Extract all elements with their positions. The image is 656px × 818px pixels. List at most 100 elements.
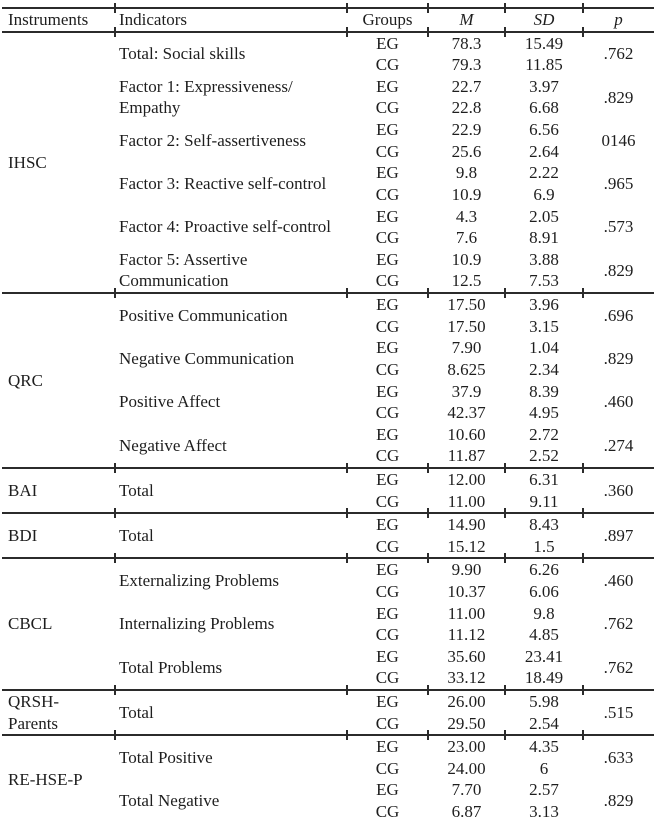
sd-cell: 2.34 — [529, 359, 559, 379]
table-row: IHSC Total: Social skills EG 78.3 15.49.762 — [2, 27, 654, 294]
instrument-cell: RE-HSE-P — [2, 734, 115, 818]
sd-cell: 15.49 — [504, 27, 583, 55]
group-cell: CG — [375, 55, 400, 75]
table-row: CBCL Externalizing Problems EG 9.90 6.26.460 — [2, 554, 654, 691]
mean-cell: 10.9 — [451, 184, 482, 204]
group-cell: EG — [376, 249, 399, 269]
group-cell: CG — [375, 446, 400, 466]
col-header-p: p — [582, 4, 654, 33]
indicator-cell: Externalizing Problems — [114, 554, 347, 603]
sd-cell: 2.64 — [529, 141, 559, 161]
p-value-cell: .762 — [603, 614, 634, 634]
p-value-cell: .460 — [603, 392, 634, 412]
mean-cell: 26.00 — [427, 686, 505, 713]
group-cell: CG — [375, 98, 400, 118]
table-row: CG 17.50 3.15 — [2, 316, 654, 338]
sd-cell: 7.53 — [529, 271, 559, 291]
table-row: CG 7.6 8.91 — [2, 227, 654, 249]
table-body: IHSC Total: Social skills EG 78.3 15.49.762 C… — [2, 27, 654, 818]
instrument-cell: CBCL — [2, 557, 115, 691]
col-header-instruments: Instruments — [2, 7, 115, 33]
sd-cell: 6.56 — [529, 120, 559, 140]
sd-cell: 6.06 — [529, 581, 559, 601]
mean-cell: 24.00 — [447, 758, 486, 778]
group-cell: CG — [375, 625, 400, 645]
mean-cell: 11.12 — [447, 625, 486, 645]
sd-cell: 4.85 — [529, 625, 559, 645]
sd-cell: 8.91 — [529, 228, 559, 248]
mean-cell: 4.3 — [455, 206, 478, 226]
mean-cell: 17.50 — [427, 289, 505, 316]
results-table: Instruments Indicators Groups M SD p IHS… — [2, 4, 654, 818]
mean-cell: 10.9 — [451, 249, 482, 269]
group-cell: CG — [375, 403, 400, 423]
indicator-cell: Total Positive — [114, 731, 347, 780]
table-row: Total Problems EG 35.60 23.41 .762 — [2, 646, 654, 677]
group-cell: CG — [375, 184, 400, 204]
instrument-cell: QRC — [2, 292, 115, 468]
sd-cell: 1.5 — [533, 536, 555, 556]
instrument-cell: BAI — [2, 466, 115, 514]
sd-cell: 2.22 — [529, 163, 559, 183]
mean-cell: 22.7 — [451, 76, 482, 96]
group-cell: EG — [376, 381, 399, 401]
table-row: Negative Affect EG 10.60 2.72 .274 — [2, 424, 654, 455]
table-row: CG 22.8 6.68 — [2, 97, 654, 119]
mean-cell: 37.9 — [451, 381, 482, 401]
group-cell: EG — [346, 464, 428, 491]
instrument-cell: BDI — [2, 512, 115, 559]
p-value-cell: .965 — [603, 174, 634, 194]
group-cell: EG — [376, 424, 399, 444]
table-row: QRC Positive Communication EG 17.50 3.96.696 — [2, 289, 654, 468]
mean-cell: 10.37 — [447, 581, 486, 601]
group-cell: CG — [375, 316, 400, 336]
indicator-cell: Negative Communication — [119, 349, 295, 369]
group-cell: EG — [346, 509, 428, 536]
sd-cell: 2.72 — [529, 424, 559, 444]
table-row: CG 15.12 1.5 — [2, 536, 654, 559]
sd-cell: 23.41 — [524, 646, 564, 666]
sd-cell: 6.26 — [504, 554, 583, 581]
mean-cell: 17.50 — [447, 316, 486, 336]
indicator-cell: Total — [114, 686, 347, 736]
col-header-indicators: Indicators — [114, 4, 347, 33]
p-value-cell: .829 — [603, 349, 634, 369]
table-row: Internalizing Problems EG 11.00 9.8 .762 — [2, 603, 654, 634]
group-cell: CG — [375, 141, 400, 161]
group-cell: EG — [376, 603, 399, 623]
indicator-cell: Total: Social skills — [114, 27, 347, 76]
mean-cell: 22.8 — [451, 98, 482, 118]
mean-cell: 7.70 — [451, 780, 482, 800]
group-cell: EG — [346, 686, 428, 713]
table-header-row: Instruments Indicators Groups M SD p — [2, 4, 654, 33]
table-row: CG 10.9 6.9 — [2, 184, 654, 206]
group-cell: EG — [346, 27, 428, 55]
group-cell: EG — [376, 163, 399, 183]
indicator-cell: Negative Affect — [119, 435, 227, 455]
group-cell: CG — [375, 228, 400, 248]
sd-cell: 8.43 — [504, 509, 583, 536]
mean-cell: 35.60 — [447, 646, 486, 666]
indicator-cell: Positive Communication — [114, 289, 347, 338]
group-cell: CG — [375, 359, 400, 379]
group-cell: CG — [375, 271, 400, 291]
sd-cell: 8.39 — [529, 381, 559, 401]
col-header-mean: M — [427, 4, 505, 33]
sd-cell: 3.15 — [529, 316, 559, 336]
table-row: CG 24.00 6 — [2, 758, 654, 780]
table-row: Negative Communication EG 7.90 1.04 .829 — [2, 337, 654, 368]
indicator-cell: Total Negative — [115, 779, 347, 818]
table-row: RE-HSE-P Total Positive EG 23.00 4.35.633 — [2, 731, 654, 818]
p-value-cell: 0146 — [601, 130, 636, 150]
sd-cell: 3.88 — [529, 249, 559, 269]
p-value-cell: .460 — [582, 554, 654, 603]
mean-cell: 8.625 — [447, 359, 486, 379]
sd-cell: 6.31 — [504, 464, 583, 491]
sd-cell: 4.35 — [504, 731, 583, 758]
sd-cell: 18.49 — [524, 668, 564, 688]
p-value-cell: .829 — [583, 779, 654, 818]
instrument-cell: IHSC — [2, 30, 115, 294]
sd-cell: 2.54 — [529, 713, 559, 733]
indicator-cell: Factor 4: Proactive self-control — [119, 217, 331, 237]
table-header: Instruments Indicators Groups M SD p — [2, 4, 654, 33]
